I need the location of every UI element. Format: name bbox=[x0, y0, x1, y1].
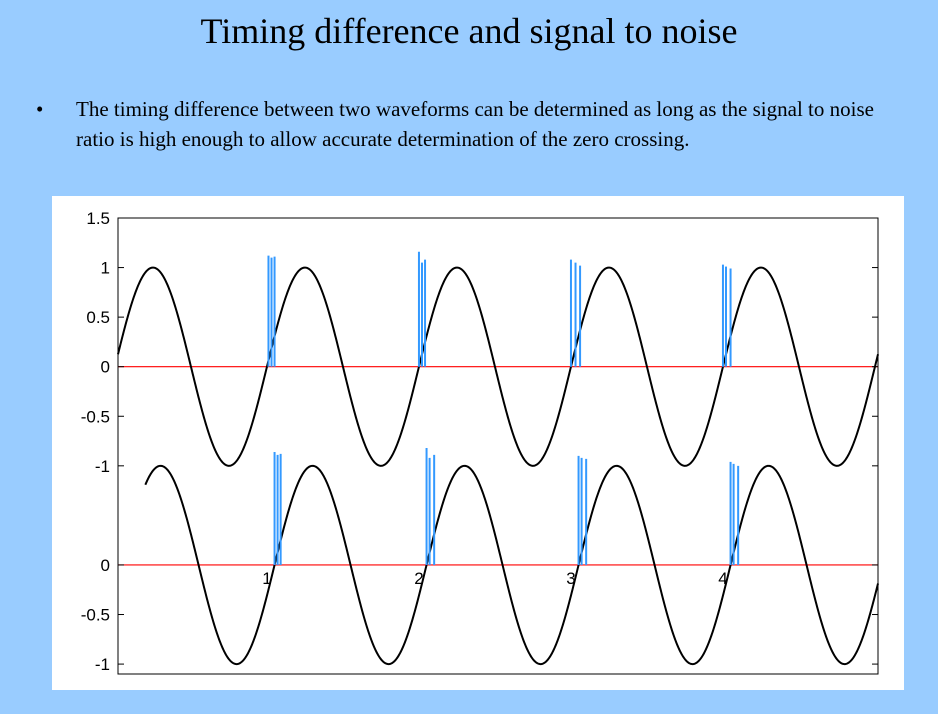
y-tick-label: -1 bbox=[95, 457, 110, 476]
x-tick-label: 3 bbox=[566, 569, 575, 588]
x-tick-label: 4 bbox=[718, 569, 727, 588]
x-tick-label: 1 bbox=[262, 569, 271, 588]
y-tick-label: 0 bbox=[101, 358, 110, 377]
waveform-2 bbox=[144, 464, 879, 666]
y-tick-label: -0.5 bbox=[81, 407, 110, 426]
y-tick-label: 0.5 bbox=[86, 308, 110, 327]
slide-title: Timing difference and signal to noise bbox=[200, 11, 738, 51]
waveform-chart: 1.5 1 0.5 0 -0.5 -1 0 -0.5 -1 1 2 3 4 bbox=[81, 209, 879, 675]
plot-frame bbox=[117, 217, 879, 675]
waveform-1 bbox=[117, 266, 879, 467]
bullet-text: The timing difference between two wavefo… bbox=[76, 97, 874, 151]
y-tick-label: -1 bbox=[95, 655, 110, 674]
bullet-item: • The timing difference between two wave… bbox=[36, 94, 896, 154]
bullet-marker: • bbox=[36, 97, 44, 121]
y-tick-label: 1.5 bbox=[86, 209, 110, 228]
y-tick-label: 1 bbox=[101, 259, 110, 278]
chart-figure: 1.5 1 0.5 0 -0.5 -1 0 -0.5 -1 1 2 3 4 bbox=[52, 196, 904, 690]
x-tick-label: 2 bbox=[414, 569, 423, 588]
y-tick-label: 0 bbox=[101, 556, 110, 575]
y-tick-label: -0.5 bbox=[81, 606, 110, 625]
